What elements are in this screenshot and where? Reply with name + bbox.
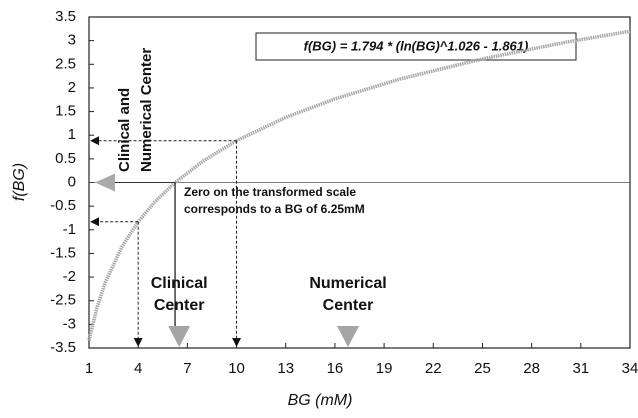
center-marker — [337, 326, 360, 347]
y-tick-label: 3.5 — [55, 8, 76, 25]
x-tick-label: 7 — [183, 360, 191, 377]
y-tick-label: -0.5 — [50, 197, 76, 214]
x-tick-label: 4 — [134, 360, 142, 377]
annotation: corresponds to a BG of 6.25mM — [184, 202, 365, 216]
x-tick-label: 10 — [228, 360, 245, 377]
y-tick-label: 0.5 — [55, 150, 76, 167]
equation: f(BG) = 1.794 * (ln(BG)^1.026 - 1.861) — [304, 38, 529, 53]
equation-box — [255, 32, 577, 61]
y-axis-title: f(BG) — [11, 163, 28, 201]
annotation: Clinical and — [116, 88, 133, 172]
zero-arrow — [95, 173, 115, 192]
x-tick-label: 1 — [85, 360, 93, 377]
x-tick-label: 16 — [327, 360, 344, 377]
x-axis-title: BG (mM) — [288, 392, 353, 409]
center-label: Center — [154, 297, 205, 314]
center-label: Center — [323, 297, 374, 314]
y-tick-label: 2 — [68, 79, 76, 96]
curve — [87, 29, 631, 341]
y-tick-label: 1.5 — [55, 103, 76, 120]
y-tick-label: -2 — [63, 268, 76, 285]
y-tick-label: 3 — [68, 32, 76, 49]
x-tick-label: 22 — [425, 360, 442, 377]
y-tick-label: 0 — [68, 173, 76, 190]
y-tick-label: 2.5 — [55, 55, 76, 72]
x-tick-label: 19 — [376, 360, 393, 377]
y-tick-label: -1 — [63, 221, 76, 238]
center-marker — [168, 326, 191, 347]
x-tick-label: 31 — [572, 360, 589, 377]
center-label: Clinical — [151, 275, 208, 292]
y-tick-label: 1 — [68, 126, 76, 143]
annotation: Numerical Center — [138, 48, 155, 172]
y-tick-label: -2.5 — [50, 292, 76, 309]
x-tick-label: 34 — [622, 360, 638, 377]
x-tick-label: 25 — [474, 360, 491, 377]
x-tick-label: 28 — [523, 360, 540, 377]
x-tick-label: 13 — [277, 360, 294, 377]
y-tick-label: -1.5 — [50, 244, 76, 261]
annotation: Zero on the transformed scale — [184, 185, 356, 199]
y-tick-label: -3.5 — [50, 339, 76, 356]
center-label: Numerical — [309, 275, 386, 292]
y-tick-label: -3 — [63, 315, 76, 332]
